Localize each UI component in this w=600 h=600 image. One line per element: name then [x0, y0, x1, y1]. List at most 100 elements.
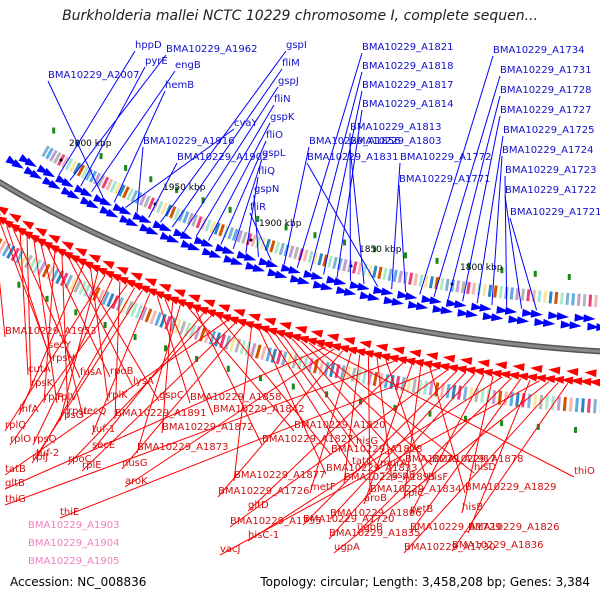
gc-bar: [434, 276, 440, 290]
reverse-gene-label: BMA10229_A1873: [137, 442, 228, 453]
reverse-gene-leader: [59, 367, 439, 519]
feature-tick: [201, 197, 205, 204]
forward-gene-label: fliO: [266, 130, 283, 141]
gc-bar: [204, 219, 212, 232]
forward-gene-leader: [91, 70, 176, 192]
feature-tick: [291, 383, 295, 390]
gc-bar: [460, 281, 466, 294]
reverse-cds-arrow: [34, 227, 48, 237]
gc-bar: [487, 284, 493, 297]
feature-tick: [52, 127, 56, 134]
reverse-gene-label: petB: [410, 504, 433, 515]
reverse-cds-arrow: [442, 354, 456, 363]
gc-bar: [554, 291, 559, 305]
reverse-cds-arrow: [7, 222, 21, 233]
reverse-gene-leader: [31, 290, 143, 464]
reverse-cds-arrow: [477, 359, 490, 368]
reverse-cds-arrow: [248, 313, 261, 322]
reverse-gene-leader: [329, 372, 467, 520]
reverse-cds-arrow: [61, 241, 74, 251]
reverse-gene-leader: [6, 225, 53, 365]
gc-bar: [350, 367, 357, 382]
forward-cds-arrow: [42, 167, 56, 178]
gc-bar: [117, 184, 126, 197]
gc-bar: [480, 388, 485, 403]
reverse-gene-label: rplK: [108, 390, 128, 401]
reverse-gene-leader: [19, 233, 29, 376]
gc-bar: [106, 293, 115, 308]
gc-bar: [241, 231, 248, 244]
reverse-cds-arrow: [408, 349, 422, 358]
gc-bar: [526, 289, 531, 302]
gc-bar: [444, 278, 450, 291]
reverse-cds-arrow: [342, 337, 356, 345]
forward-cds-arrow: [367, 293, 380, 301]
reverse-cds-arrow: [81, 260, 94, 270]
reverse-gene-leader: [121, 325, 244, 470]
feature-tick: [74, 309, 78, 316]
forward-cds-arrow: [534, 318, 547, 327]
reverse-cds-arrow: [144, 288, 158, 297]
reverse-gene-label: rplE: [82, 460, 102, 471]
reverse-gene-label: BMA10229_A1729: [410, 522, 501, 533]
reverse-gene-label: BMA10229_A1820: [294, 420, 385, 431]
reverse-gene-leader: [333, 381, 550, 554]
forward-cds-arrow: [146, 226, 159, 235]
gc-bar: [37, 261, 47, 276]
gc-bar: [394, 375, 401, 391]
forward-gene-leader: [58, 50, 136, 175]
feature-tick: [463, 415, 467, 422]
gc-bar: [160, 202, 168, 215]
reverse-gene-label: recQ: [83, 406, 107, 417]
reverse-gene-label: rpsL: [68, 406, 90, 417]
scale-label: 2000 kbp: [69, 139, 112, 149]
reverse-gene-label: thiE: [60, 507, 79, 518]
gc-bar: [302, 249, 309, 262]
reverse-cds-arrow: [0, 214, 1, 216]
reverse-gene-leader: [47, 247, 111, 378]
gc-bar: [68, 160, 78, 173]
gc-bar: [64, 158, 74, 171]
forward-gene-leader: [391, 162, 401, 290]
reverse-gene-leader: [91, 293, 151, 436]
gc-bar: [169, 206, 177, 219]
reverse-cds-arrow: [428, 361, 442, 370]
reverse-cds-arrow: [27, 233, 40, 243]
reverse-gene-label: hisB: [462, 502, 483, 513]
reverse-gene-label: rpsG: [60, 410, 83, 421]
feature-tick: [343, 239, 347, 246]
reverse-gene-label: thiO: [574, 466, 595, 477]
gc-bar: [317, 253, 324, 266]
gc-bar: [451, 384, 457, 400]
gc-bar: [126, 188, 134, 201]
feature-tick: [17, 281, 21, 288]
gc-bar: [229, 336, 237, 352]
reverse-gene-label: BMA10229_A1826: [468, 522, 559, 533]
reverse-gene-leader: [403, 365, 422, 500]
reverse-cds-arrow: [60, 251, 74, 260]
forward-cds-arrow: [99, 197, 112, 206]
forward-cds-arrow: [440, 306, 454, 315]
forward-cds-arrow: [297, 276, 311, 285]
reverse-gene-label: BMA10229_A1872: [162, 422, 253, 433]
reverse-gene-leader: [81, 322, 236, 472]
reverse-cds-arrow: [1, 219, 14, 229]
forward-gene-leader: [296, 52, 363, 268]
reverse-cds-arrow: [187, 294, 201, 303]
reverse-cds-arrow: [353, 348, 366, 357]
reverse-gene-label: BMA10229_A1833: [326, 463, 417, 474]
gc-bar: [312, 251, 319, 265]
reverse-gene-label: aroB: [364, 493, 387, 504]
reverse-gene-leader: [26, 237, 32, 390]
reverse-cds-arrow: [551, 375, 565, 384]
reverse-gene-label: rpsK: [31, 378, 54, 389]
gc-bar: [139, 306, 148, 321]
forward-cds-arrow: [530, 309, 543, 318]
forward-cds-arrow: [138, 214, 152, 224]
gc-bar: [468, 387, 474, 402]
length-value: 3,458,208 bp: [421, 575, 502, 589]
feature-tick: [404, 252, 408, 259]
gc-bar: [178, 320, 187, 335]
forward-gene-leader: [336, 109, 363, 278]
gc-bar: [503, 391, 508, 406]
